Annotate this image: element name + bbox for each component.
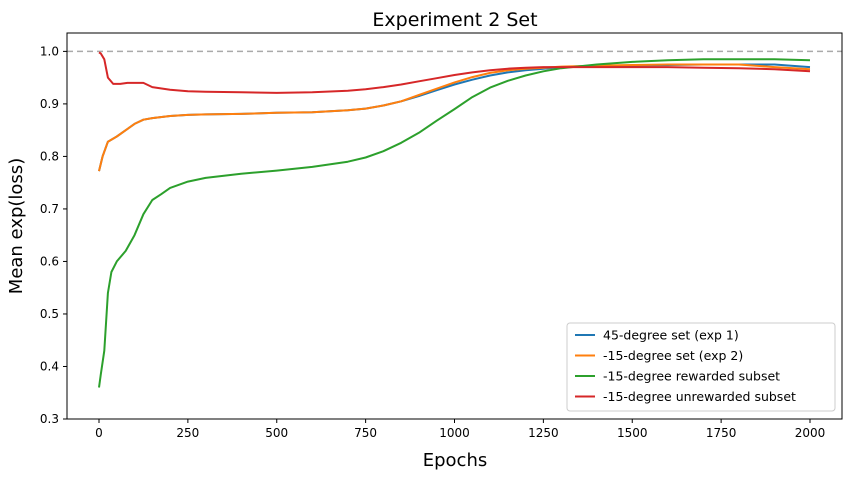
y-tick-label: 0.5	[40, 307, 59, 321]
x-tick-label: 750	[354, 426, 377, 440]
y-tick-label: 0.9	[40, 97, 59, 111]
chart-title: Experiment 2 Set	[372, 9, 537, 31]
x-tick-label: 0	[95, 426, 103, 440]
x-axis-title: Epochs	[423, 450, 488, 471]
legend-label-2: -15-degree rewarded subset	[603, 369, 780, 384]
series-layer	[98, 51, 811, 388]
x-axis: 0 250 500 750 1000 1250 1500 1750 2000	[95, 419, 825, 440]
y-tick-label: 0.6	[40, 254, 59, 268]
y-axis: 0.3 0.4 0.5 0.6 0.7 0.8 0.9 1.0	[40, 44, 67, 426]
x-tick-label: 1500	[617, 426, 648, 440]
x-tick-label: 1750	[706, 426, 737, 440]
legend-label-0: 45-degree set (exp 1)	[603, 328, 739, 343]
y-tick-label: 1.0	[40, 44, 59, 58]
series-line-0	[98, 63, 811, 172]
x-tick-label: 500	[265, 426, 288, 440]
legend: 45-degree set (exp 1) -15-degree set (exp…	[566, 322, 836, 412]
y-tick-label: 0.7	[40, 202, 59, 216]
series-line-2	[98, 58, 811, 388]
y-axis-title: Mean exp(loss)	[6, 158, 27, 294]
y-tick-label: 0.3	[40, 412, 59, 426]
series-line-1	[98, 63, 811, 172]
y-tick-label: 0.8	[40, 149, 59, 163]
legend-box	[566, 322, 836, 412]
x-tick-label: 2000	[795, 426, 826, 440]
x-tick-label: 1250	[528, 426, 559, 440]
legend-label-3: -15-degree unrewarded subset	[603, 389, 796, 404]
x-tick-label: 250	[176, 426, 199, 440]
series-line-3	[98, 51, 811, 94]
x-tick-label: 1000	[439, 426, 470, 440]
legend-label-1: -15-degree set (exp 2)	[603, 348, 743, 363]
y-tick-label: 0.4	[40, 359, 59, 373]
